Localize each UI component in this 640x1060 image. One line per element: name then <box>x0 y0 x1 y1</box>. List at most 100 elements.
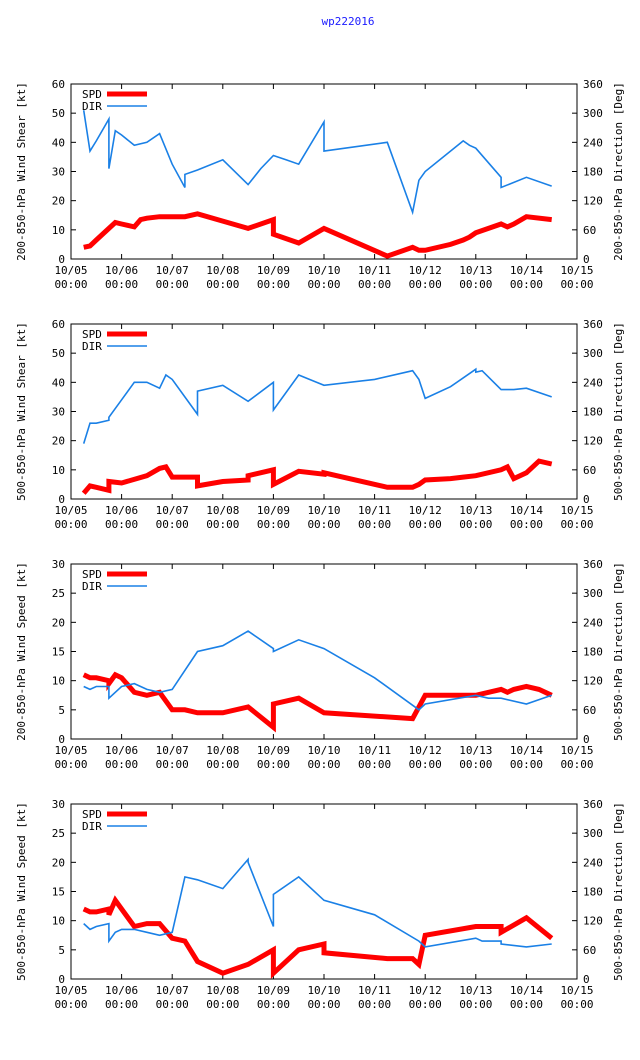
x-tick-date: 10/08 <box>206 744 239 757</box>
x-tick-date: 10/12 <box>409 984 442 997</box>
y-tick-label: 40 <box>52 136 65 149</box>
y2-tick-label: 300 <box>583 827 603 840</box>
chart-panel-3: 05101520253006012018024030036010/0500:00… <box>15 558 625 771</box>
x-tick-date: 10/05 <box>54 744 87 757</box>
x-tick-time: 00:00 <box>510 518 543 531</box>
y2-tick-label: 180 <box>583 406 603 419</box>
x-tick-date: 10/11 <box>358 504 391 517</box>
y2-axis-label: 200-850-hPa Direction [Deg] <box>612 82 625 261</box>
x-tick-date: 10/05 <box>54 504 87 517</box>
y-tick-label: 0 <box>58 733 65 746</box>
y2-axis-label: 500-850-hPa Direction [Deg] <box>612 802 625 981</box>
x-tick-date: 10/09 <box>257 504 290 517</box>
y-tick-label: 30 <box>52 166 65 179</box>
x-tick-time: 00:00 <box>156 518 189 531</box>
y2-tick-label: 0 <box>583 493 590 506</box>
x-tick-date: 10/07 <box>156 744 189 757</box>
y-tick-label: 20 <box>52 435 65 448</box>
y-axis-label: 200-850-hPa Wind Shear [kt] <box>15 82 28 261</box>
legend-label-spd: SPD <box>82 568 102 581</box>
series-line-dir <box>83 630 552 711</box>
y-tick-label: 5 <box>58 704 65 717</box>
x-tick-time: 00:00 <box>206 518 239 531</box>
x-tick-time: 00:00 <box>156 758 189 771</box>
x-tick-date: 10/15 <box>560 264 593 277</box>
x-tick-time: 00:00 <box>409 278 442 291</box>
y-tick-label: 0 <box>58 493 65 506</box>
x-tick-date: 10/11 <box>358 984 391 997</box>
x-tick-date: 10/08 <box>206 504 239 517</box>
y-tick-label: 25 <box>52 827 65 840</box>
x-tick-time: 00:00 <box>358 278 391 291</box>
series-line-dir <box>82 110 552 216</box>
y2-tick-label: 0 <box>583 253 590 266</box>
x-tick-date: 10/15 <box>560 984 593 997</box>
y-tick-label: 5 <box>58 944 65 957</box>
y2-tick-label: 0 <box>583 733 590 746</box>
x-tick-time: 00:00 <box>409 518 442 531</box>
y2-tick-label: 60 <box>583 704 596 717</box>
x-tick-time: 00:00 <box>105 758 138 771</box>
x-tick-time: 00:00 <box>459 518 492 531</box>
y2-axis-label: 500-850-hPa Direction [Deg] <box>612 322 625 501</box>
y2-tick-label: 240 <box>583 376 603 389</box>
y-tick-label: 25 <box>52 587 65 600</box>
x-tick-date: 10/05 <box>54 264 87 277</box>
series-line-dir <box>83 857 552 948</box>
x-tick-time: 00:00 <box>560 758 593 771</box>
chart-panel-1: 010203040506006012018024030036010/0500:0… <box>15 78 625 291</box>
chart-panel-2: 010203040506006012018024030036010/0500:0… <box>15 318 625 531</box>
y-tick-label: 30 <box>52 798 65 811</box>
y-tick-label: 20 <box>52 616 65 629</box>
x-tick-date: 10/07 <box>156 984 189 997</box>
y-tick-label: 50 <box>52 347 65 360</box>
x-tick-date: 10/10 <box>307 744 340 757</box>
x-tick-time: 00:00 <box>358 518 391 531</box>
y-tick-label: 60 <box>52 318 65 331</box>
series-line-spd <box>82 671 553 733</box>
x-tick-date: 10/06 <box>105 984 138 997</box>
x-tick-time: 00:00 <box>54 518 87 531</box>
x-tick-time: 00:00 <box>510 758 543 771</box>
x-tick-date: 10/08 <box>206 984 239 997</box>
x-tick-time: 00:00 <box>206 998 239 1011</box>
legend-label-dir: DIR <box>82 340 102 353</box>
y-axis-label: 500-850-hPa Wind Speed [kt] <box>15 802 28 981</box>
y2-tick-label: 300 <box>583 587 603 600</box>
y-tick-label: 30 <box>52 406 65 419</box>
x-tick-time: 00:00 <box>156 278 189 291</box>
x-tick-time: 00:00 <box>409 998 442 1011</box>
y2-tick-label: 240 <box>583 136 603 149</box>
x-tick-time: 00:00 <box>105 518 138 531</box>
x-tick-time: 00:00 <box>206 278 239 291</box>
legend-label-dir: DIR <box>82 100 102 113</box>
y2-tick-label: 120 <box>583 195 603 208</box>
x-tick-date: 10/11 <box>358 264 391 277</box>
chart-panel-4: 05101520253006012018024030036010/0500:00… <box>15 798 625 1011</box>
x-tick-date: 10/12 <box>409 744 442 757</box>
x-tick-date: 10/09 <box>257 264 290 277</box>
x-tick-date: 10/14 <box>510 504 543 517</box>
x-tick-date: 10/06 <box>105 504 138 517</box>
x-tick-date: 10/09 <box>257 984 290 997</box>
y2-axis-label: 500-850-hPa Direction [Deg] <box>612 562 625 741</box>
x-tick-date: 10/12 <box>409 504 442 517</box>
x-tick-time: 00:00 <box>459 278 492 291</box>
y-tick-label: 15 <box>52 886 65 899</box>
y2-tick-label: 360 <box>583 318 603 331</box>
legend-label-spd: SPD <box>82 328 102 341</box>
x-tick-date: 10/14 <box>510 984 543 997</box>
y2-tick-label: 180 <box>583 166 603 179</box>
x-tick-date: 10/14 <box>510 264 543 277</box>
y-tick-label: 10 <box>52 915 65 928</box>
y-tick-label: 40 <box>52 376 65 389</box>
x-tick-date: 10/09 <box>257 744 290 757</box>
plot-frame <box>70 83 578 260</box>
x-tick-date: 10/06 <box>105 744 138 757</box>
x-tick-date: 10/11 <box>358 744 391 757</box>
x-tick-date: 10/10 <box>307 504 340 517</box>
x-tick-time: 00:00 <box>105 998 138 1011</box>
y-tick-label: 20 <box>52 856 65 869</box>
x-tick-time: 00:00 <box>307 758 340 771</box>
y2-tick-label: 240 <box>583 616 603 629</box>
